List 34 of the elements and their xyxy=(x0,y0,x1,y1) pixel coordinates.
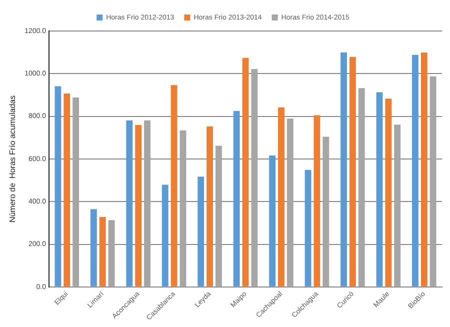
bar xyxy=(90,209,97,286)
y-axis-title: Número de Horas Frío acumuladas xyxy=(8,95,18,223)
bar xyxy=(358,88,365,286)
bar xyxy=(144,120,150,286)
bar xyxy=(420,52,428,286)
bar xyxy=(99,216,106,286)
bar xyxy=(385,98,392,286)
bar xyxy=(64,93,70,286)
bar xyxy=(349,57,356,286)
bar xyxy=(135,125,142,286)
bar xyxy=(286,118,294,286)
bar xyxy=(215,146,222,286)
bar xyxy=(269,156,276,286)
bar xyxy=(180,130,186,286)
bar xyxy=(108,220,115,286)
bar xyxy=(242,58,249,286)
bar xyxy=(278,107,284,286)
bar xyxy=(314,115,320,286)
bar xyxy=(376,92,383,286)
bar xyxy=(198,176,204,286)
bar xyxy=(233,110,240,286)
bar xyxy=(206,126,213,286)
bar xyxy=(304,170,312,286)
bar xyxy=(162,184,168,286)
bar xyxy=(394,124,401,286)
bar xyxy=(251,68,258,286)
bar xyxy=(54,86,62,286)
bar xyxy=(322,136,330,286)
bar xyxy=(340,52,347,286)
bar xyxy=(170,85,178,286)
bar xyxy=(126,120,133,286)
bar xyxy=(430,76,436,286)
bar xyxy=(72,98,80,286)
bar xyxy=(412,54,418,286)
